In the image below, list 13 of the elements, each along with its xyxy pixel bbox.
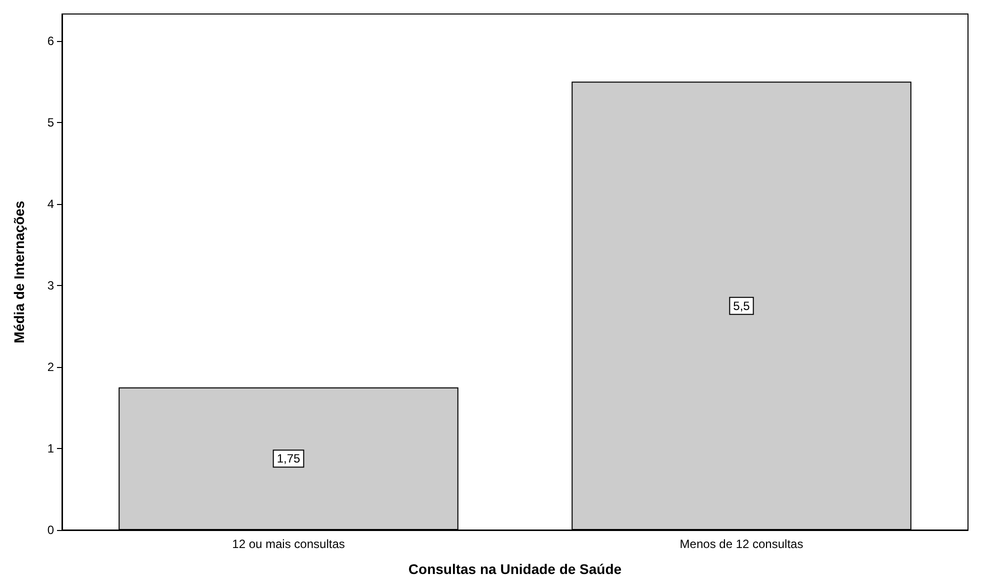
y-tick-label: 1 (47, 441, 54, 456)
x-axis-title: Consultas na Unidade de Saúde (408, 561, 622, 577)
data-label: 1,75 (276, 452, 300, 466)
y-tick-label: 4 (47, 196, 54, 211)
data-label: 5,5 (733, 298, 750, 313)
y-tick-label: 0 (47, 523, 54, 537)
y-tick-label: 6 (47, 34, 54, 48)
x-tick-label: Menos de 12 consultas (680, 537, 804, 551)
x-tick-label: 12 ou mais consultas (232, 537, 345, 551)
y-tick-label: 3 (47, 278, 54, 292)
y-tick-label: 5 (47, 115, 54, 130)
y-axis-title: Média de Internações (11, 200, 27, 344)
y-tick-label: 2 (47, 360, 54, 374)
